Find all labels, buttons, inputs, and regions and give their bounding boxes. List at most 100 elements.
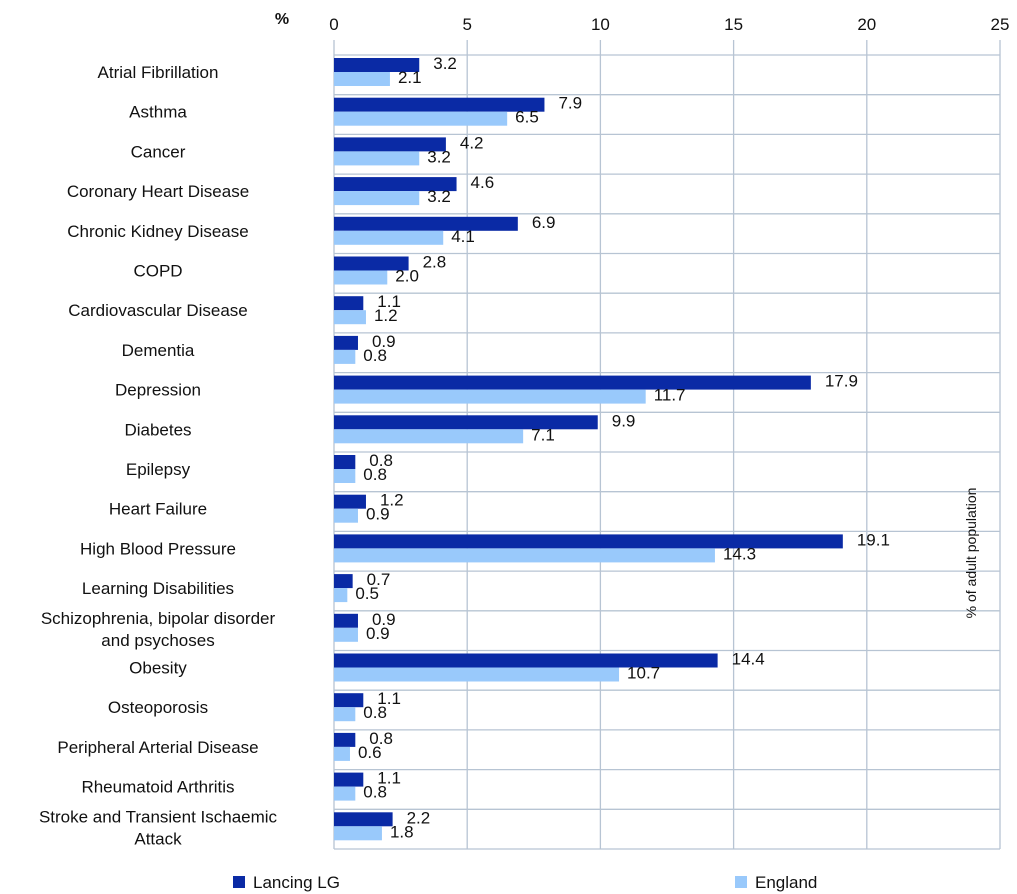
legend-label-lancing: Lancing LG — [253, 873, 340, 892]
bar-lancing — [334, 216, 518, 231]
bar-lancing — [334, 455, 356, 469]
x-tick-label: 0 — [329, 15, 338, 34]
bar-lancing — [334, 58, 420, 72]
category-label: Obesity — [129, 659, 187, 678]
bar-lancing — [334, 693, 364, 708]
bar-england — [334, 389, 646, 404]
gridlines — [333, 40, 1001, 850]
data-label-lancing: 3.2 — [433, 54, 457, 73]
x-tick-label: 25 — [991, 15, 1010, 34]
bar-lancing — [334, 97, 545, 112]
data-label-lancing: 2.2 — [407, 808, 431, 827]
legend-label-england: England — [755, 873, 817, 892]
legend: Lancing LG England — [233, 873, 817, 892]
data-label-england: 4.1 — [451, 227, 475, 246]
bar-lancing — [334, 296, 364, 311]
bar-england — [334, 588, 348, 603]
data-label-lancing: 0.9 — [372, 332, 396, 351]
data-label-england: 0.8 — [363, 703, 387, 722]
bar-england — [334, 151, 420, 166]
bar-england — [334, 310, 366, 325]
data-label-england: 0.8 — [363, 783, 387, 802]
bar-lancing — [334, 653, 718, 668]
data-label-lancing: 14.4 — [732, 650, 765, 669]
side-axis-label: % of adult population — [963, 488, 979, 619]
bar-england — [334, 111, 508, 126]
bar-england — [334, 429, 524, 444]
category-label: Osteoporosis — [108, 698, 208, 717]
category-label: Attack — [134, 829, 182, 848]
category-label: Epilepsy — [126, 460, 191, 479]
x-tick-label: 10 — [591, 15, 610, 34]
bar-england — [334, 746, 350, 761]
category-label: Heart Failure — [109, 500, 207, 519]
bar-england — [334, 786, 356, 801]
category-label: Peripheral Arterial Disease — [57, 738, 258, 757]
legend-swatch-england — [735, 876, 747, 888]
category-label: Atrial Fibrillation — [98, 63, 219, 82]
bar-england — [334, 349, 356, 364]
data-label-england: 1.2 — [374, 306, 398, 325]
bar-england — [334, 627, 358, 642]
bar-lancing — [334, 335, 358, 350]
category-label: Dementia — [122, 341, 195, 360]
x-tick-label: 15 — [724, 15, 743, 34]
data-label-england: 0.9 — [366, 505, 390, 524]
data-label-lancing: 1.2 — [380, 491, 404, 510]
data-label-lancing: 1.1 — [377, 292, 401, 311]
category-label: Stroke and Transient Ischaemic — [39, 807, 278, 826]
bar-lancing — [334, 494, 366, 509]
data-label-lancing: 7.9 — [558, 94, 582, 113]
data-label-lancing: 2.8 — [423, 253, 447, 272]
data-label-lancing: 6.9 — [532, 213, 556, 232]
data-label-england: 0.8 — [363, 465, 387, 484]
data-label-england: 11.7 — [654, 386, 686, 405]
category-label: Schizophrenia, bipolar disorder — [41, 609, 276, 628]
data-label-lancing: 19.1 — [857, 530, 890, 549]
category-label: Learning Disabilities — [82, 579, 234, 598]
unit-label: % — [275, 11, 289, 28]
bar-lancing — [334, 415, 598, 430]
bar-england — [334, 667, 620, 682]
data-label-england: 14.3 — [723, 544, 756, 563]
bar-england — [334, 191, 420, 206]
bar-england — [334, 230, 444, 245]
bar-lancing — [334, 574, 353, 589]
category-label: Rheumatoid Arthritis — [81, 778, 234, 797]
bar-england — [334, 469, 356, 483]
data-label-lancing: 17.9 — [825, 372, 858, 391]
data-label-lancing: 1.1 — [377, 769, 401, 788]
category-label: High Blood Pressure — [80, 539, 236, 558]
category-label: COPD — [133, 262, 182, 281]
data-label-lancing: 1.1 — [377, 689, 401, 708]
category-label: Chronic Kidney Disease — [67, 222, 248, 241]
bars — [334, 58, 843, 841]
data-label-england: 3.2 — [427, 147, 451, 166]
data-label-england: 0.5 — [355, 584, 379, 603]
bar-lancing — [334, 613, 358, 628]
category-label: Depression — [115, 381, 201, 400]
data-label-england: 1.8 — [390, 822, 414, 841]
category-label: and psychoses — [101, 631, 214, 650]
bar-england — [334, 548, 715, 563]
data-label-lancing: 0.8 — [369, 729, 393, 748]
bar-lancing — [334, 772, 364, 787]
data-label-lancing: 4.2 — [460, 133, 484, 152]
data-label-england: 6.5 — [515, 108, 539, 127]
bar-lancing — [334, 732, 356, 747]
x-tick-label: 20 — [857, 15, 876, 34]
bar-england — [334, 270, 388, 285]
bar-england — [334, 826, 382, 841]
category-label: Asthma — [129, 103, 187, 122]
category-label: Cancer — [131, 142, 186, 161]
data-label-lancing: 0.8 — [369, 451, 393, 470]
bar-lancing — [334, 177, 457, 192]
data-label-lancing: 0.7 — [367, 570, 391, 589]
bar-lancing — [334, 812, 393, 827]
bar-england — [334, 707, 356, 722]
bar-england — [334, 72, 390, 86]
bar-england — [334, 508, 358, 523]
data-label-lancing: 4.6 — [471, 173, 495, 192]
data-label-england: 2.1 — [398, 68, 422, 87]
data-label-england: 2.0 — [395, 267, 419, 286]
